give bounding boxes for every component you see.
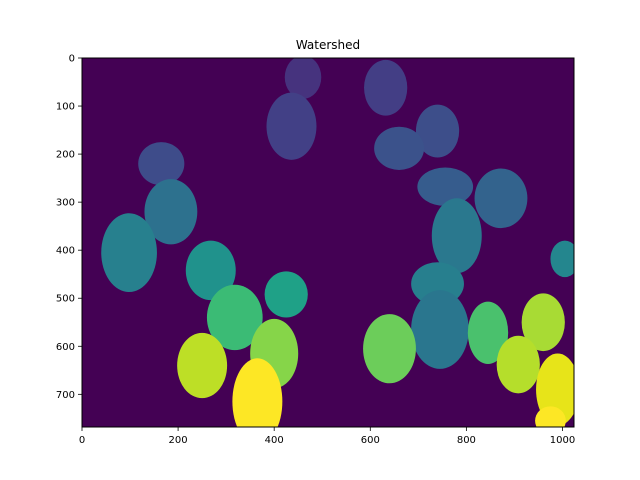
x-tick-label: 600 [361,435,380,446]
y-tick-label: 100 [56,102,75,113]
segment-8 [474,168,528,229]
segment-16 [411,290,469,369]
segment-4 [415,104,460,158]
y-tick-label: 500 [56,294,75,305]
segment-9 [144,179,198,245]
y-tick-label: 300 [56,198,75,209]
y-tick-label: 400 [56,246,75,257]
segment-18 [467,301,509,365]
x-tick-label: 400 [265,435,284,446]
y-tick-label: 200 [56,150,75,161]
plot-frame [81,57,575,428]
segment-11 [101,213,157,292]
segment-23 [177,332,228,399]
segment-17 [206,284,263,351]
segment-10 [431,198,482,274]
x-tick-label: 1000 [550,435,575,446]
segment-12 [550,240,574,278]
segment-3 [266,92,317,160]
segment-5 [374,126,425,170]
segment-6 [138,142,185,186]
y-tick-label: 600 [56,342,75,353]
x-tick-label: 800 [457,435,476,446]
segment-15 [264,271,308,318]
segment-14 [185,240,236,301]
segment-26 [535,406,566,427]
x-tick-label: 200 [169,435,188,446]
segment-1 [284,58,322,99]
x-axis: 0 200 400 600 800 1000 [79,427,575,446]
segment-19 [363,314,416,384]
segment-2 [364,59,408,116]
segments-layer [101,58,574,427]
segment-25 [232,358,283,427]
y-tick-label: 700 [56,390,75,401]
y-tick-label: 0 [69,54,75,65]
y-axis: 0 100 200 300 400 500 600 700 [56,54,82,401]
x-tick-label: 0 [79,435,85,446]
chart-title: Watershed [296,38,360,52]
segment-22 [496,335,540,394]
segment-7 [417,167,474,206]
segment-20 [521,293,565,352]
